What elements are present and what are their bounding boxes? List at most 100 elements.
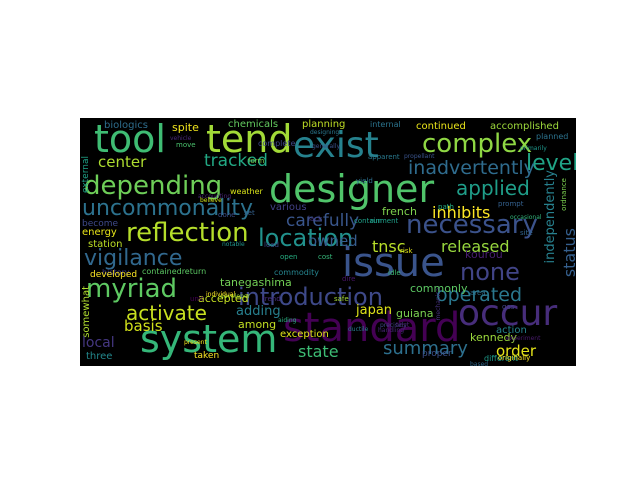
word: kennedy xyxy=(470,331,517,344)
word: different xyxy=(484,354,518,363)
word: load xyxy=(264,241,279,249)
word: status xyxy=(560,228,576,278)
word: propellant xyxy=(404,153,435,160)
word: among xyxy=(238,318,277,331)
word: apparent xyxy=(368,153,400,161)
word: biologics xyxy=(104,120,148,131)
word: center xyxy=(98,153,147,171)
word: designer xyxy=(269,167,435,211)
word: owned xyxy=(308,232,358,250)
word: prompt xyxy=(498,200,524,208)
word: french xyxy=(382,205,417,218)
word: planned xyxy=(536,132,569,141)
word: basis xyxy=(124,317,163,335)
word: operated xyxy=(436,284,523,306)
word: experiment xyxy=(506,335,541,342)
word: action xyxy=(496,325,527,336)
word: state xyxy=(298,342,339,361)
word: unit xyxy=(190,295,204,303)
word-cloud: tool tend exist complex designer issue s… xyxy=(80,118,576,366)
word: believe xyxy=(200,197,222,204)
word: somewhat xyxy=(81,286,92,338)
word: ordnance xyxy=(560,178,568,211)
word: necessary xyxy=(406,210,538,240)
word: idle xyxy=(388,269,401,277)
word: area xyxy=(470,289,486,297)
word: containedreturn xyxy=(142,267,207,276)
word: safe xyxy=(334,295,349,303)
word: chemicals xyxy=(228,119,279,130)
word: various xyxy=(270,202,307,213)
word: commodity xyxy=(274,268,319,277)
word: taken xyxy=(194,351,220,361)
word: test xyxy=(396,321,410,329)
word: move xyxy=(176,141,196,149)
word: energy xyxy=(82,227,117,238)
word: commonly xyxy=(410,282,468,295)
word: vehicle xyxy=(170,135,192,142)
word: open xyxy=(280,253,298,261)
word: handling xyxy=(378,327,405,334)
word: yield xyxy=(356,177,373,185)
word: vigilance xyxy=(84,246,183,271)
word: generally xyxy=(312,143,341,150)
word: lack xyxy=(308,215,323,223)
word: designing xyxy=(310,129,340,136)
word: activate xyxy=(126,301,207,325)
word: become xyxy=(82,219,119,229)
word: uncommonality xyxy=(82,196,254,221)
word: station xyxy=(88,239,123,250)
word: proper xyxy=(422,349,452,359)
word: none xyxy=(460,258,520,286)
word: guiana xyxy=(396,307,434,320)
word: aiding xyxy=(278,317,297,324)
word: developer xyxy=(220,293,251,300)
word: accounting xyxy=(198,193,232,200)
word: depending xyxy=(84,171,223,201)
word: complex xyxy=(422,129,533,159)
word: external xyxy=(81,156,91,194)
word: exist xyxy=(293,125,379,166)
word: level xyxy=(526,151,576,176)
word: precisely xyxy=(380,322,407,329)
word: myriad xyxy=(86,274,178,304)
word: present xyxy=(184,339,207,346)
word: inadvertently xyxy=(408,157,535,179)
word: tool xyxy=(94,118,166,161)
word: trend xyxy=(262,295,281,303)
word: continued xyxy=(416,121,466,132)
word: form xyxy=(248,157,265,165)
word: path xyxy=(438,203,454,211)
word: inhibits xyxy=(432,203,491,222)
word: set xyxy=(244,209,255,217)
word: complete xyxy=(258,139,296,148)
word: developed xyxy=(90,270,138,280)
word: dire xyxy=(342,275,356,283)
word: cost xyxy=(318,253,333,261)
word: carefully xyxy=(286,211,360,231)
word: local xyxy=(82,335,115,351)
word: location xyxy=(258,224,354,252)
word: done xyxy=(218,211,236,219)
word: individual xyxy=(206,291,236,298)
word: released xyxy=(441,237,510,256)
word: order xyxy=(496,342,536,360)
word: tend xyxy=(206,118,293,161)
word: independently xyxy=(543,170,558,264)
word: risk xyxy=(400,247,413,255)
word: occur xyxy=(458,293,558,334)
word: site xyxy=(520,229,533,237)
word: kourou xyxy=(465,248,503,261)
word: tanegashima xyxy=(220,276,292,289)
word: weather xyxy=(230,187,263,196)
word: internal xyxy=(370,120,401,129)
word: containment xyxy=(354,217,399,225)
word: tnsc xyxy=(372,237,406,256)
word: reflection xyxy=(126,218,249,248)
word: based xyxy=(470,361,489,367)
word: issue xyxy=(342,240,445,286)
word: accomplished xyxy=(490,121,559,132)
word: tracked xyxy=(204,151,268,171)
word: introduction xyxy=(238,283,383,311)
word: spite xyxy=(172,121,199,134)
